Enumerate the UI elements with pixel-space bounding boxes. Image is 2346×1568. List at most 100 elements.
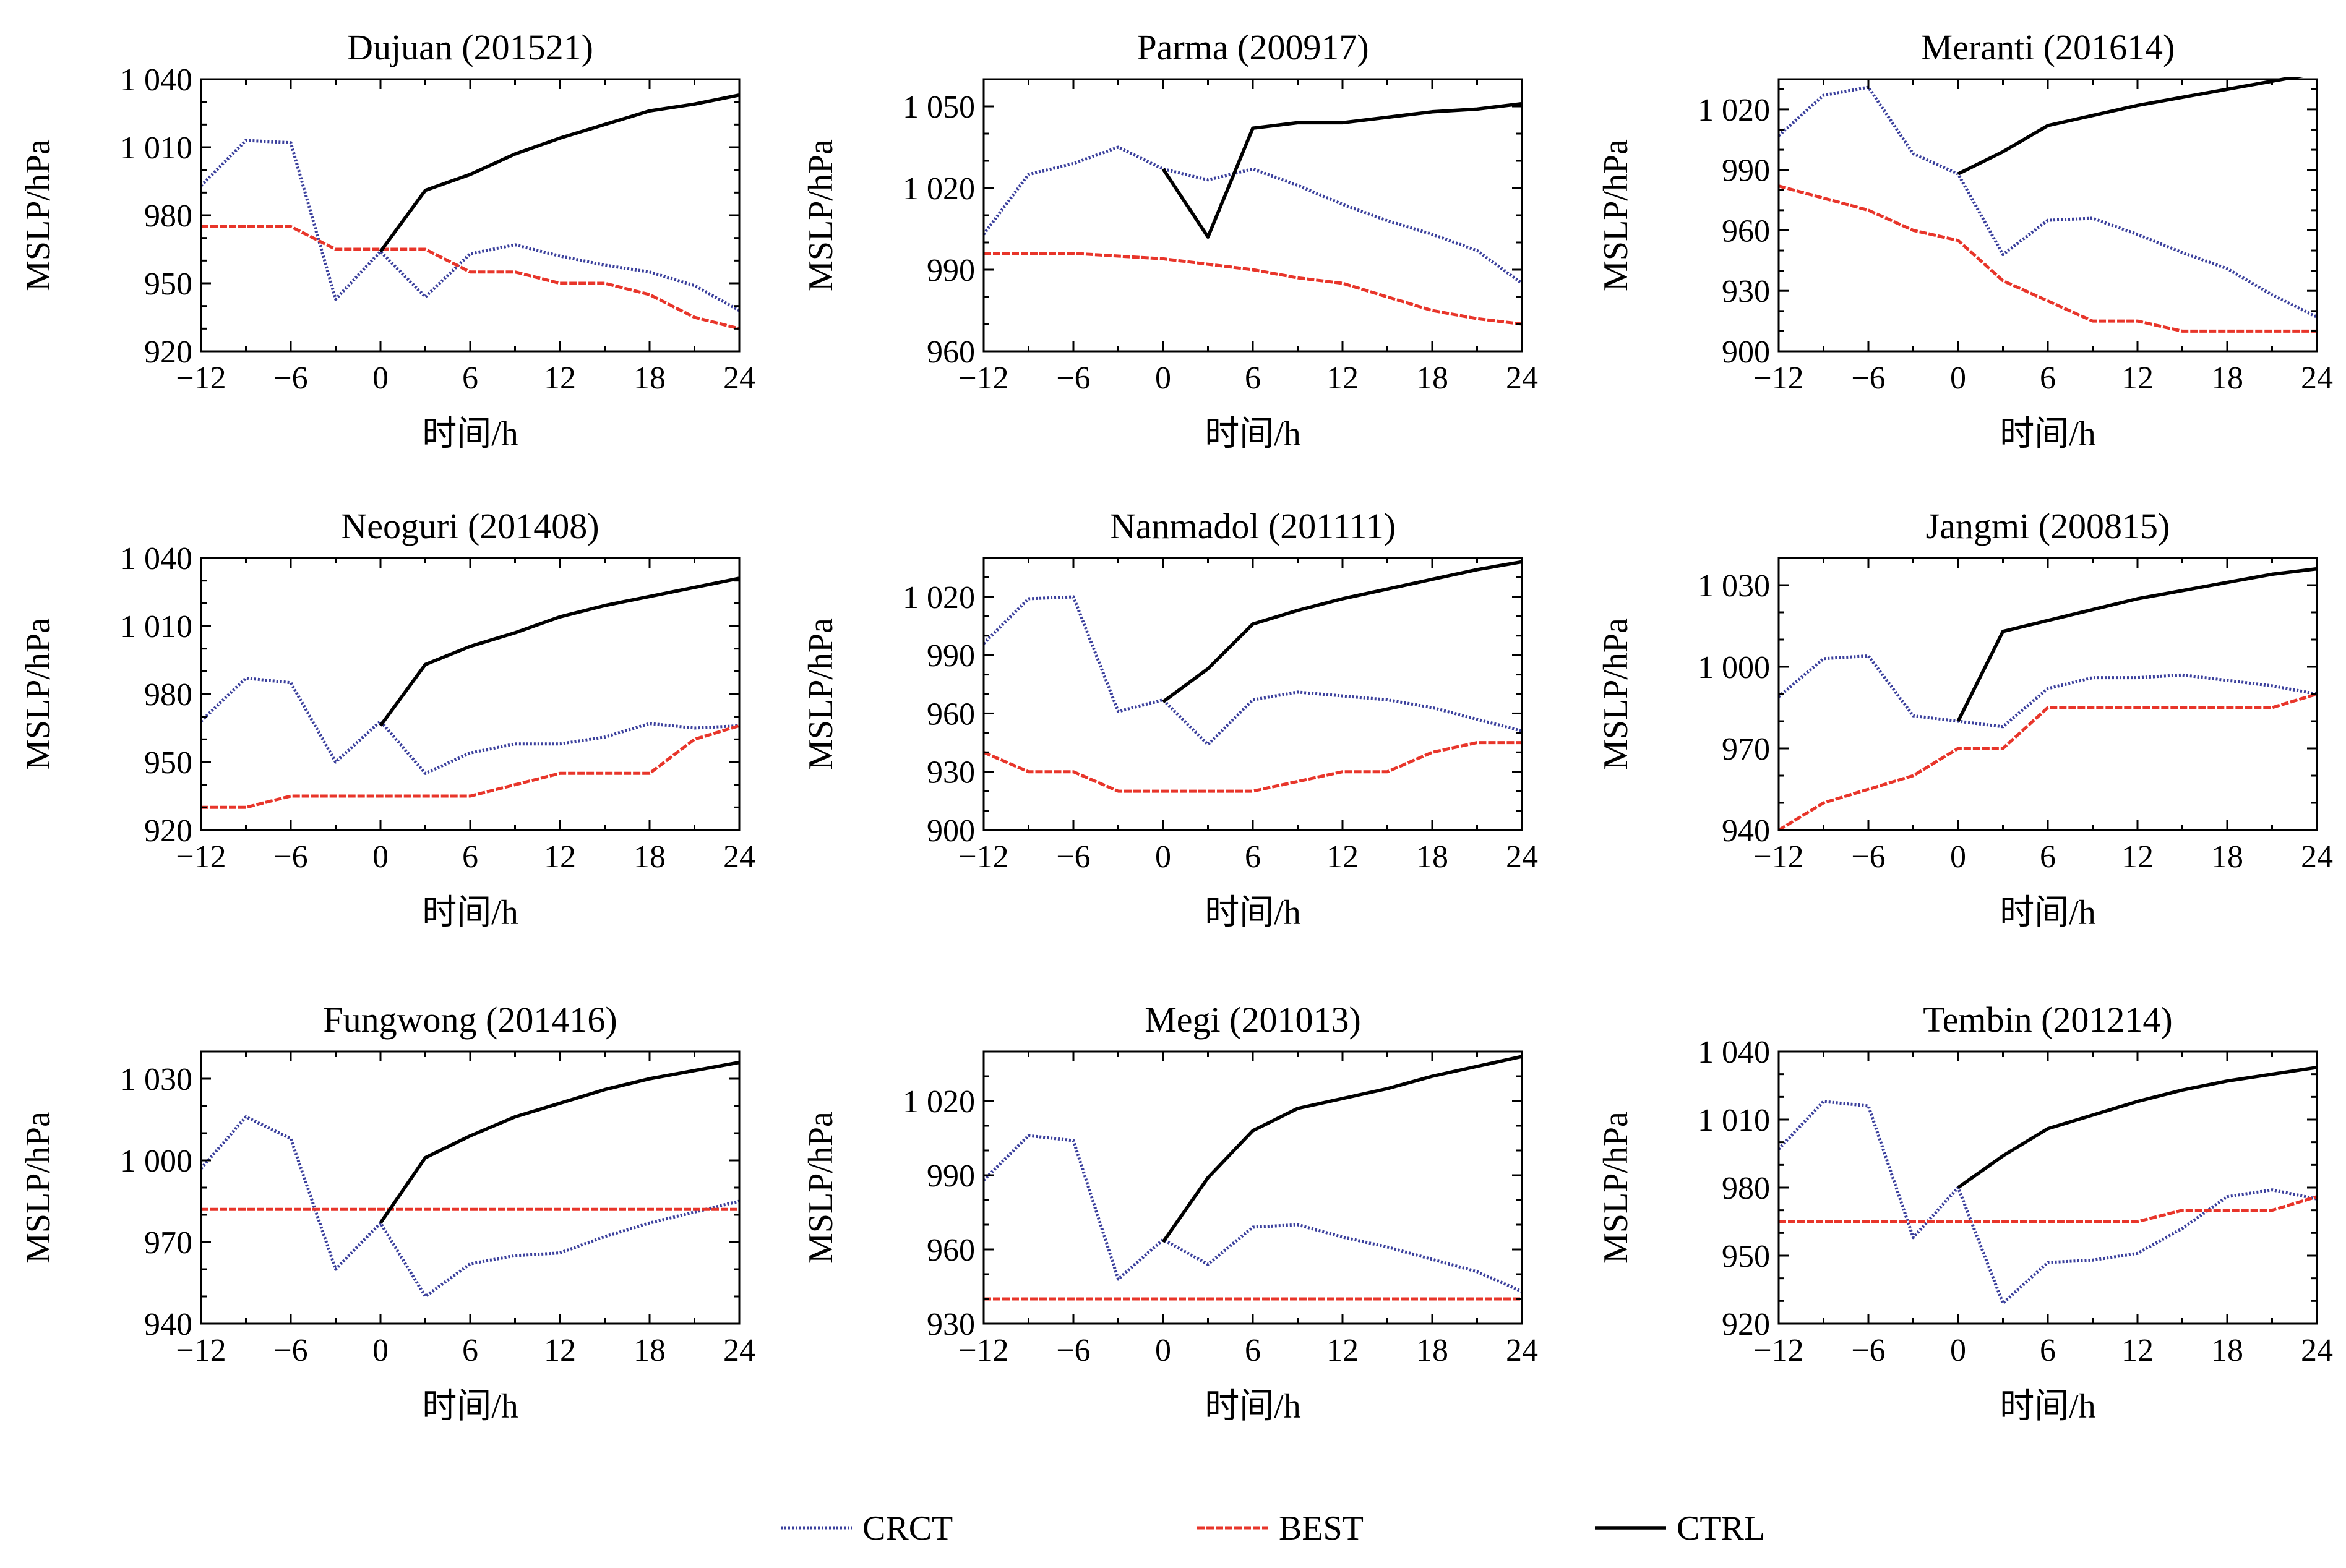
x-tick-label: 6: [2040, 839, 2056, 875]
x-tick-label: −12: [958, 1333, 1008, 1368]
x-tick-label: 12: [1326, 839, 1359, 875]
x-tick-label: 0: [1155, 361, 1171, 396]
panel-title: Meranti (201614): [1921, 27, 2175, 67]
panel-title: Jangmi (200815): [1926, 506, 2170, 546]
x-tick-label: 6: [462, 361, 478, 396]
series-best-line: [1779, 692, 2317, 832]
x-tick-label: 12: [2121, 839, 2154, 875]
series-crct-line: [201, 139, 739, 312]
y-tick-label: 950: [144, 745, 192, 781]
y-tick-label: 920: [1722, 1307, 1770, 1342]
y-tick-label: 990: [927, 1159, 975, 1194]
chart-panel-1: Dujuan (201521) −12 −6 0 6 12 18 24 920 950 980 1 0…: [19, 27, 755, 453]
series-crct-line: [1779, 654, 2317, 729]
y-tick-label: 980: [144, 677, 192, 713]
y-tick-label: 930: [927, 1307, 975, 1342]
x-tick-label: 24: [723, 839, 755, 875]
x-axis-label: 时间/h: [422, 415, 518, 453]
series-crct-line: [1779, 85, 2317, 319]
x-tick-label: 12: [544, 839, 576, 875]
x-tick-label: 0: [1155, 839, 1171, 875]
plot-frame: [1777, 1050, 2318, 1325]
x-tick-label: 18: [634, 1333, 666, 1368]
legend: CRCT BEST CTRL: [781, 1509, 1765, 1548]
y-tick-label: 1 000: [1698, 650, 1770, 685]
x-tick-label: 6: [1245, 1333, 1261, 1368]
plot-frame: [982, 78, 1523, 353]
y-tick-label: 1 020: [903, 171, 975, 207]
series-ctrl-line: [1957, 1065, 2317, 1189]
x-tick-label: 18: [1416, 839, 1448, 875]
y-tick-label: 1 040: [120, 541, 192, 576]
x-tick-label: −6: [1851, 1333, 1885, 1368]
y-tick-label: 990: [1722, 153, 1770, 189]
x-axis-label: 时间/h: [422, 1387, 518, 1426]
panel-title: Parma (200917): [1136, 27, 1368, 67]
series-best-line: [201, 225, 739, 330]
y-tick-label: 960: [927, 696, 975, 732]
series-crct-line: [201, 676, 739, 775]
x-tick-label: 24: [723, 361, 755, 396]
x-tick-label: 6: [2040, 1333, 2056, 1368]
y-tick-label: 930: [927, 755, 975, 790]
panel-title: Dujuan (201521): [347, 27, 593, 67]
x-tick-label: −6: [273, 839, 307, 875]
y-tick-label: 970: [144, 1225, 192, 1261]
y-tick-label: 1 000: [120, 1144, 192, 1179]
x-tick-label: 12: [1326, 1333, 1359, 1368]
x-tick-label: 18: [1416, 1333, 1448, 1368]
y-axis-label: MSLP/hPa: [19, 618, 58, 770]
y-axis-label: MSLP/hPa: [19, 139, 58, 291]
x-tick-label: −6: [273, 1333, 307, 1368]
chart-grid: Dujuan (201521) −12 −6 0 6 12 18 24 920 950 980 1 0…: [19, 27, 2333, 1426]
x-tick-label: 24: [2301, 839, 2333, 875]
legend-item-crct: CRCT: [781, 1509, 953, 1548]
x-tick-label: 24: [2301, 1333, 2333, 1368]
series-best-line: [984, 741, 1522, 793]
x-tick-label: 18: [1416, 361, 1448, 396]
y-tick-label: 950: [1722, 1239, 1770, 1274]
x-tick-label: 0: [1155, 1333, 1171, 1368]
x-tick-label: 18: [634, 839, 666, 875]
y-tick-label: 980: [144, 199, 192, 234]
x-tick-label: −6: [273, 361, 307, 396]
x-tick-label: 0: [1950, 839, 1966, 875]
series-crct-line: [984, 595, 1522, 747]
y-tick-label: 900: [927, 813, 975, 849]
y-axis-label: MSLP/hPa: [19, 1112, 58, 1264]
legend-item-best: BEST: [1197, 1509, 1364, 1548]
x-tick-label: −12: [1753, 361, 1803, 396]
y-tick-label: 1 030: [1698, 568, 1770, 604]
plot-frame: [982, 557, 1523, 831]
chart-panel-4: Neoguri (201408) −12 −6 0 6 12 18 24 920 950 980 1 …: [19, 506, 755, 932]
x-tick-label: 24: [1506, 1333, 1538, 1368]
x-tick-label: 6: [1245, 361, 1261, 396]
series-crct-line: [1779, 1100, 2317, 1305]
x-tick-label: −6: [1851, 361, 1885, 396]
y-tick-label: 990: [927, 253, 975, 288]
y-tick-label: 1 010: [120, 131, 192, 166]
plot-frame: [200, 1050, 741, 1325]
y-tick-label: 920: [144, 335, 192, 370]
plot-frame: [1777, 78, 2318, 353]
x-tick-label: 12: [2121, 361, 2154, 396]
y-axis-label: MSLP/hPa: [1597, 1112, 1635, 1264]
series-ctrl-line: [1161, 101, 1522, 239]
x-tick-label: −12: [958, 839, 1008, 875]
x-axis-label: 时间/h: [1205, 1387, 1301, 1426]
x-tick-label: −6: [1851, 839, 1885, 875]
x-tick-label: 12: [1326, 361, 1359, 396]
y-tick-label: 1 020: [903, 580, 975, 615]
x-tick-label: 24: [723, 1333, 755, 1368]
y-tick-label: 1 010: [120, 609, 192, 645]
y-axis-label: MSLP/hPa: [802, 1112, 840, 1264]
series-crct-line: [984, 145, 1522, 285]
series-ctrl-line: [1162, 560, 1522, 703]
panel-title: Tembin (201214): [1923, 1000, 2172, 1040]
y-tick-label: 1 010: [1698, 1103, 1770, 1138]
y-tick-label: 1 040: [120, 62, 192, 98]
series-ctrl-line: [379, 1060, 739, 1224]
x-tick-label: 12: [544, 1333, 576, 1368]
plot-frame: [1777, 557, 2318, 831]
y-tick-label: 1 030: [120, 1062, 192, 1097]
